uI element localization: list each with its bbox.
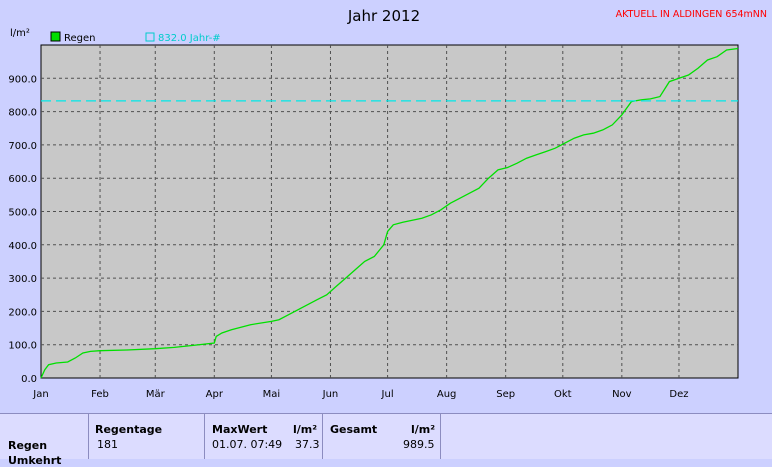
y-tick-label: 200.0: [8, 307, 37, 318]
x-tick-label: Apr: [206, 389, 224, 400]
x-tick-label: Nov: [612, 389, 632, 400]
gesamt-label: Gesamt: [330, 423, 378, 436]
station-label: AKTUELL IN ALDINGEN 654mNN: [616, 9, 767, 20]
stats-panel: Regen Umkehrt Regentage 181 MaxWert l/m²…: [0, 413, 772, 467]
y-tick-label: 800.0: [8, 108, 37, 119]
regentage-value: 181: [97, 438, 118, 451]
y-tick-label: 300.0: [8, 274, 37, 285]
y-tick-label: 600.0: [8, 174, 37, 185]
x-tick-label: Feb: [91, 389, 109, 400]
maxwert-date: 01.07. 07:49: [212, 438, 283, 451]
x-tick-label: Jun: [322, 389, 339, 400]
y-tick-label: 900.0: [8, 74, 37, 85]
maxwert-unit: l/m²: [293, 423, 318, 436]
stats-row-label-2: Umkehrt: [8, 454, 62, 467]
legend-label-regen: Regen: [64, 33, 96, 44]
stats-maxwert-cell: MaxWert l/m² 01.07. 07:49 37.3: [205, 414, 323, 459]
chart-title: Jahr 2012: [347, 7, 420, 25]
stats-regentage-cell: Regentage 181: [89, 414, 205, 459]
x-tick-label: Dez: [669, 389, 688, 400]
legend-label-mean: 832.0 Jahr-#: [158, 33, 221, 44]
rain-chart: Jahr 2012 AKTUELL IN ALDINGEN 654mNN l/m…: [8, 7, 767, 400]
maxwert-label: MaxWert: [212, 423, 268, 436]
y-tick-label: 700.0: [8, 141, 37, 152]
legend-swatch-regen: [50, 31, 61, 42]
y-tick-label: 0.0: [21, 374, 37, 385]
x-tick-label: Jan: [32, 389, 48, 400]
gesamt-value: 989.5: [403, 438, 435, 451]
x-tick-label: Okt: [554, 389, 572, 400]
y-tick-label: 500.0: [8, 208, 37, 219]
x-tick-label: Jul: [381, 389, 394, 400]
x-tick-label: Sep: [496, 389, 515, 400]
stats-gesamt-cell: Gesamt l/m² 989.5: [323, 414, 441, 459]
y-tick-label: 100.0: [8, 341, 37, 352]
x-tick-label: Aug: [437, 389, 457, 400]
x-tick-label: Mai: [263, 389, 281, 400]
x-tick-label: Mär: [146, 389, 166, 400]
maxwert-value: 37.3: [295, 438, 320, 451]
gesamt-unit: l/m²: [411, 423, 436, 436]
regen-line: [40, 47, 739, 379]
stats-row-label-cell: Regen Umkehrt: [0, 414, 89, 467]
regentage-label: Regentage: [95, 423, 163, 436]
stats-row-label: Regen: [8, 439, 48, 452]
y-axis-label: l/m²: [10, 28, 30, 39]
y-tick-label: 400.0: [8, 241, 37, 252]
legend-swatch-mean: [145, 32, 155, 42]
